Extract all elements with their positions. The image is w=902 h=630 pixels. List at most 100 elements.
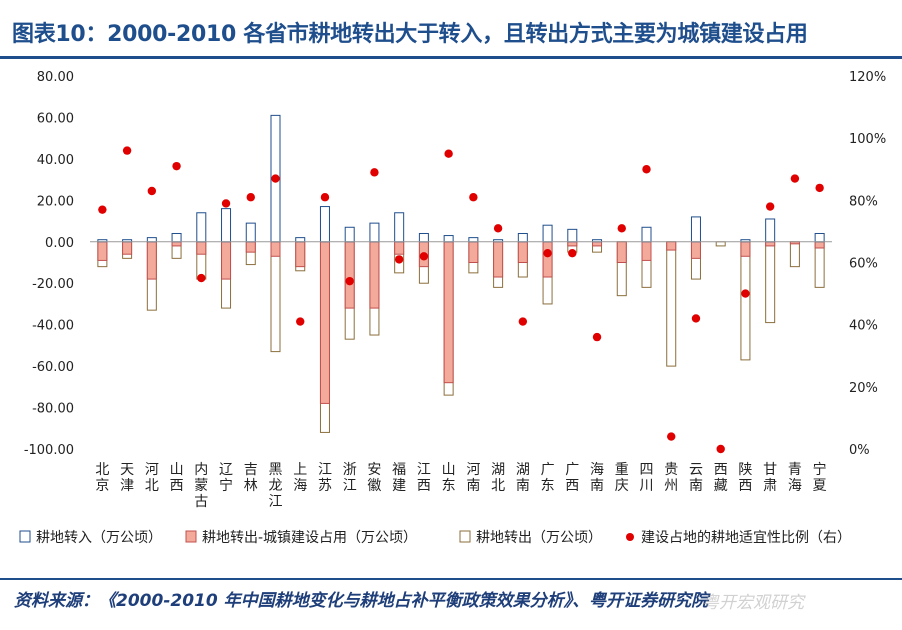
ratio-point <box>716 444 725 454</box>
legend-urban-swatch <box>185 530 197 543</box>
legend-out-swatch <box>459 530 471 543</box>
source-note: 资料来源：《2000-2010 年中国耕地变化与耕地占补平衡政策效果分析》、粤开… <box>14 591 709 611</box>
source-rule <box>0 578 902 580</box>
urban-construction-bar <box>740 241 751 257</box>
y-right-tick-label: 80% <box>849 194 878 209</box>
transfer-out-bar <box>270 241 281 353</box>
y-right-tick-label: 20% <box>849 381 878 396</box>
x-tick-label: 内蒙古 <box>194 462 208 510</box>
ratio-point <box>543 248 552 258</box>
transfer-in-bar <box>245 222 256 243</box>
transfer-in-bar <box>814 232 825 243</box>
urban-construction-bar <box>567 241 578 247</box>
y-left-tick-label: 0.00 <box>45 236 74 251</box>
y-left-tick-label: -40.00 <box>32 319 74 334</box>
urban-construction-bar <box>97 241 108 261</box>
transfer-in-bar <box>369 222 380 243</box>
urban-construction-bar <box>542 241 553 278</box>
ratio-point <box>345 276 354 286</box>
legend-in-swatch <box>19 530 31 543</box>
y-left-tick-label: -100.00 <box>24 443 74 458</box>
transfer-in-bar <box>171 232 182 243</box>
x-tick-label: 黑龙江 <box>269 462 283 510</box>
transfer-in-bar <box>344 226 355 243</box>
ratio-point <box>122 146 132 155</box>
x-tick-label: 海南 <box>590 462 604 494</box>
x-tick-label: 河北 <box>145 462 159 494</box>
transfer-out-bar <box>765 241 776 324</box>
y-right-tick-label: 120% <box>849 70 886 85</box>
x-tick-label: 广东 <box>541 462 555 494</box>
x-tick-label: 天津 <box>120 462 134 494</box>
transfer-in-bar <box>394 212 405 243</box>
ratio-point <box>790 174 800 183</box>
urban-construction-bar <box>517 241 528 263</box>
y-left-tick-label: 60.00 <box>37 111 74 126</box>
transfer-out-bar <box>666 241 677 367</box>
ratio-point <box>147 186 157 196</box>
ratio-point <box>592 332 602 342</box>
x-tick-label: 重庆 <box>615 462 629 494</box>
urban-construction-bar <box>369 241 380 309</box>
transfer-in-bar <box>468 237 479 243</box>
transfer-in-bar <box>765 218 776 243</box>
y-axis-left: -100.00 -80.00 -60.00 -40.00 -20.00 0.00 20.00… <box>24 70 74 458</box>
x-tick-label: 广西 <box>565 462 579 494</box>
legend-ratio-marker <box>626 533 634 541</box>
y-left-tick-label: 40.00 <box>37 153 74 168</box>
urban-construction-bar <box>245 241 256 253</box>
x-tick-label: 贵州 <box>664 462 678 494</box>
ratio-point <box>419 252 429 261</box>
urban-construction-bar <box>616 241 627 263</box>
ratio-point <box>667 432 676 441</box>
title-rule <box>0 56 902 59</box>
legend-urban-label: 耕地转出-城镇建设占用（万公顷） <box>202 529 417 546</box>
ratio-point <box>568 248 577 258</box>
urban-construction-bar <box>690 241 701 259</box>
urban-construction-bar <box>196 241 207 255</box>
chart-title: 图表10：2000-2010 各省市耕地转出大于转入，且转出方式主要为城镇建设占… <box>12 22 808 47</box>
transfer-out-bar <box>789 241 800 268</box>
ratio-point <box>370 168 379 177</box>
y-right-tick-label: 0% <box>849 443 870 458</box>
urban-construction-bar <box>765 241 776 247</box>
transfer-in-bar <box>690 216 701 243</box>
transfer-out-bar <box>814 241 825 288</box>
urban-construction-bar <box>146 241 157 280</box>
y-left-tick-label: -80.00 <box>32 402 74 417</box>
x-tick-label: 西藏 <box>714 462 728 494</box>
x-tick-label: 北京 <box>95 462 109 494</box>
urban-construction-bar <box>641 241 652 261</box>
x-tick-label: 山东 <box>442 462 456 494</box>
urban-construction-bar <box>171 241 182 247</box>
urban-construction-bar <box>221 241 232 280</box>
transfer-out-bar <box>715 241 726 247</box>
x-tick-label: 江苏 <box>318 462 332 494</box>
x-tick-label: 云南 <box>689 462 703 494</box>
urban-construction-bar <box>270 241 281 257</box>
ratio-point <box>815 183 824 193</box>
legend-in-label: 耕地转入（万公顷） <box>36 529 162 546</box>
ratio-point <box>617 224 626 233</box>
ratio-point <box>444 149 453 158</box>
ratio-point <box>765 202 775 211</box>
urban-construction-bar <box>592 241 603 247</box>
x-tick-label: 湖南 <box>516 462 530 494</box>
y-right-tick-label: 60% <box>849 257 878 272</box>
x-tick-label: 浙江 <box>343 462 357 494</box>
transfer-in-bar <box>542 224 553 243</box>
ratio-point <box>296 317 305 326</box>
urban-construction-bar <box>468 241 479 263</box>
transfer-in-bar <box>418 232 429 243</box>
urban-construction-bar <box>295 241 306 268</box>
transfer-in-bar <box>295 237 306 243</box>
ratio-point <box>221 199 231 208</box>
urban-construction-bar <box>394 241 405 255</box>
y-left-tick-label: -60.00 <box>32 360 74 375</box>
x-tick-label: 青海 <box>788 462 802 494</box>
transfer-in-bar <box>319 206 330 243</box>
ratio-point <box>172 161 181 171</box>
ratio-point <box>469 193 478 202</box>
x-tick-label: 湖北 <box>491 462 505 494</box>
